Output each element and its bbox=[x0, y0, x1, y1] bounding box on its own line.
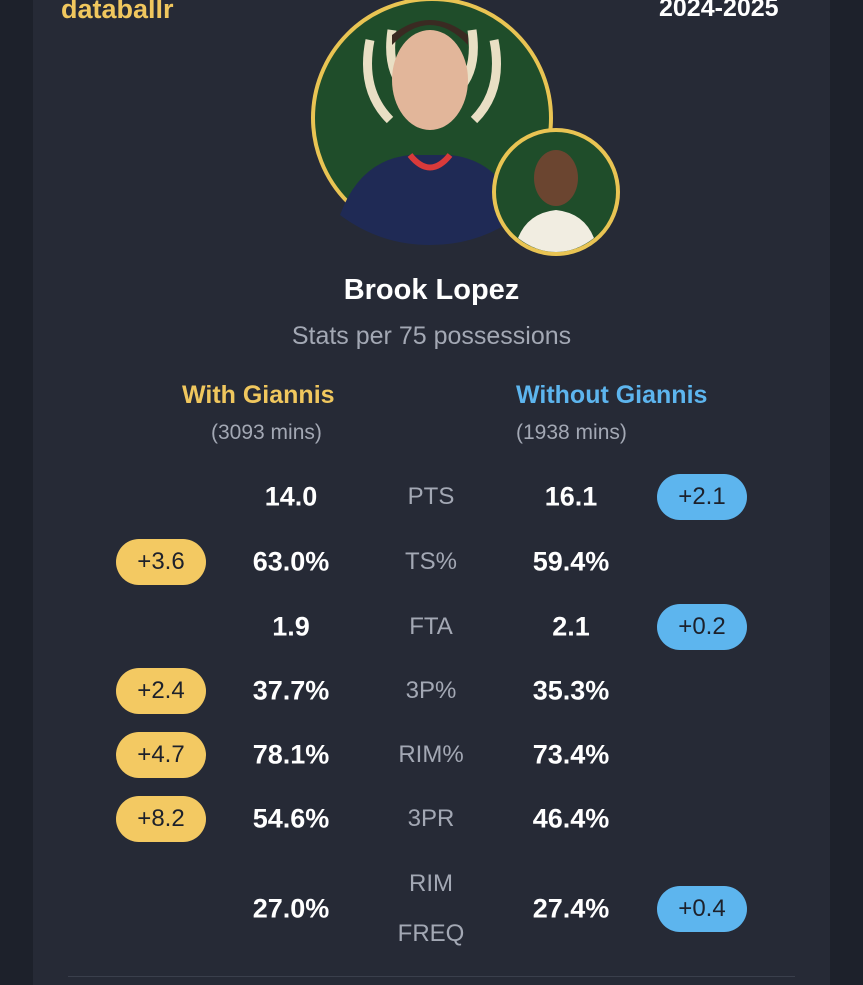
stat-label: TS% bbox=[404, 548, 457, 575]
head bbox=[392, 30, 468, 130]
player-photos bbox=[311, 0, 620, 256]
brand: databallr bbox=[61, 0, 174, 24]
without-value: 46.4% bbox=[532, 803, 610, 834]
stat-label: FTA bbox=[409, 613, 453, 640]
without-diff-badge: +0.4 bbox=[657, 886, 747, 932]
stat-label: 3PR bbox=[407, 805, 455, 832]
season: 2024-2025 bbox=[659, 0, 779, 22]
with-value: 54.6% bbox=[252, 803, 330, 834]
without-value: 59.4% bbox=[532, 546, 610, 577]
with-value: 37.7% bbox=[252, 675, 330, 706]
without-value: 16.1 bbox=[544, 481, 598, 512]
stat-label: RIM% bbox=[398, 741, 464, 768]
without-value: 27.4% bbox=[532, 893, 610, 924]
subtitle: Stats per 75 possessions bbox=[291, 322, 572, 350]
stat-label: PTS bbox=[407, 483, 455, 510]
column-title: Without Giannis bbox=[516, 381, 708, 409]
divider bbox=[68, 976, 795, 977]
with-diff-badge: +4.7 bbox=[116, 732, 206, 778]
teammate-head bbox=[534, 150, 578, 206]
without-value: 2.1 bbox=[552, 611, 590, 642]
without-value: 35.3% bbox=[532, 675, 610, 706]
with-diff-badge: +8.2 bbox=[116, 796, 206, 842]
with-value: 14.0 bbox=[264, 481, 318, 512]
stat-label: RIM FREQ bbox=[397, 870, 465, 947]
with-value: 78.1% bbox=[252, 739, 330, 770]
collar bbox=[407, 153, 453, 171]
with-value: 27.0% bbox=[252, 893, 330, 924]
stat-label: 3P% bbox=[405, 677, 457, 704]
column-minutes: (1938 mins) bbox=[516, 421, 627, 444]
with-value: 1.9 bbox=[272, 611, 310, 642]
logo-antlers bbox=[363, 29, 501, 124]
jersey bbox=[340, 155, 520, 245]
without-diff-badge: +2.1 bbox=[657, 474, 747, 520]
teammate-jersey bbox=[518, 210, 594, 252]
without-value: 73.4% bbox=[532, 739, 610, 770]
column-title: With Giannis bbox=[182, 381, 335, 409]
with-value: 63.0% bbox=[252, 546, 330, 577]
column-minutes: (3093 mins) bbox=[211, 421, 322, 444]
hair bbox=[392, 20, 468, 45]
player-name: Brook Lopez bbox=[343, 274, 520, 306]
without-diff-badge: +0.2 bbox=[657, 604, 747, 650]
with-diff-badge: +2.4 bbox=[116, 668, 206, 714]
with-diff-badge: +3.6 bbox=[116, 539, 206, 585]
